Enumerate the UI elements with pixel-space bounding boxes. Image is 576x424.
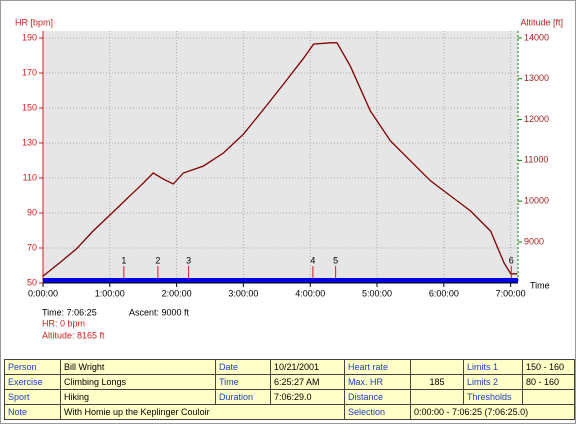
cell: 6:25:27 AM	[270, 374, 345, 390]
cell: Bill Wright	[60, 359, 216, 375]
cell: Sport	[4, 389, 61, 405]
cell	[522, 389, 575, 405]
y-tick-label: 130	[22, 137, 37, 147]
y-axis-title: HR [bpm]	[15, 17, 53, 27]
chart: HR [bpm] Altitude [ft] Time Time: 7:06:2…	[15, 17, 563, 340]
y-tick-label: 70	[27, 242, 37, 252]
lap-label: 4	[310, 255, 315, 265]
cell	[410, 359, 464, 375]
y2-tick-label: 13000	[524, 73, 549, 83]
lap-label: 6	[509, 255, 514, 265]
y-tick-label: 110	[23, 172, 37, 182]
lap-label: 2	[155, 255, 160, 265]
cell: Hiking	[60, 389, 216, 405]
info-table: Person Bill Wright Date 10/21/2001 Heart…	[4, 359, 575, 420]
cell: 0:00:00 - 7:06:25 (7:06:25.0)	[410, 404, 575, 420]
info-ascent: Ascent: 9000 ft	[129, 307, 190, 317]
cell: With Homie up the Keplinger Couloir	[60, 404, 345, 420]
lap-label: 1	[121, 255, 126, 265]
y-tick-label: 190	[22, 32, 37, 42]
x-tick-label: 3:00:00	[228, 288, 258, 298]
altitude-line	[42, 42, 518, 277]
y2-axis-title: Altitude [ft]	[520, 17, 563, 27]
cell: Max. HR	[344, 374, 411, 390]
cell: Exercise	[4, 374, 61, 390]
cell: Limits 2	[463, 374, 523, 390]
lap-label: 5	[333, 255, 338, 265]
cell: 150 - 160	[522, 359, 575, 375]
plot-area	[43, 31, 518, 283]
cell: Person	[4, 359, 61, 375]
x-tick-label: 0:00:00	[28, 288, 58, 298]
y-tick-label: 50	[27, 277, 37, 287]
y2-tick-label: 10000	[524, 196, 549, 206]
x-tick-label: 1:00:00	[95, 288, 125, 298]
y2-tick-label: 9000	[524, 236, 544, 246]
y2-tick-label: 11000	[524, 155, 548, 165]
cell: Distance	[344, 389, 411, 405]
cell: Selection	[344, 404, 411, 420]
info-altitude: Altitude: 8165 ft	[42, 330, 105, 340]
info-hr: HR: 0 bpm	[42, 318, 85, 328]
y-tick-label: 90	[27, 207, 37, 217]
cell: Duration	[215, 389, 271, 405]
x-tick-label: 5:00:00	[362, 288, 392, 298]
cell: 185	[410, 374, 464, 390]
cell: Limits 1	[463, 359, 523, 375]
x-tick-label: 6:00:00	[429, 288, 459, 298]
y-tick-label: 170	[22, 67, 37, 77]
cell: 10/21/2001	[270, 359, 345, 375]
y-tick-label: 150	[22, 102, 37, 112]
cell: 7:06:29.0	[270, 389, 345, 405]
cell: Thresholds	[463, 389, 523, 405]
cell: Note	[4, 404, 61, 420]
cell: Climbing Longs	[60, 374, 216, 390]
lap-label: 3	[186, 255, 191, 265]
x-axis-title: Time	[530, 280, 550, 290]
cell	[410, 389, 464, 405]
cell: 80 - 160	[522, 374, 575, 390]
cell: Time	[215, 374, 271, 390]
x-tick-label: 4:00:00	[295, 288, 325, 298]
x-tick-label: 2:00:00	[162, 288, 192, 298]
info-time: Time: 7:06:25	[42, 307, 97, 317]
y2-tick-label: 12000	[524, 114, 549, 124]
cell: Date	[215, 359, 271, 375]
cell: Heart rate	[344, 359, 411, 375]
hr-bar	[43, 278, 518, 283]
y2-tick-label: 14000	[524, 32, 549, 42]
x-tick-label: 7:00:00	[496, 288, 526, 298]
